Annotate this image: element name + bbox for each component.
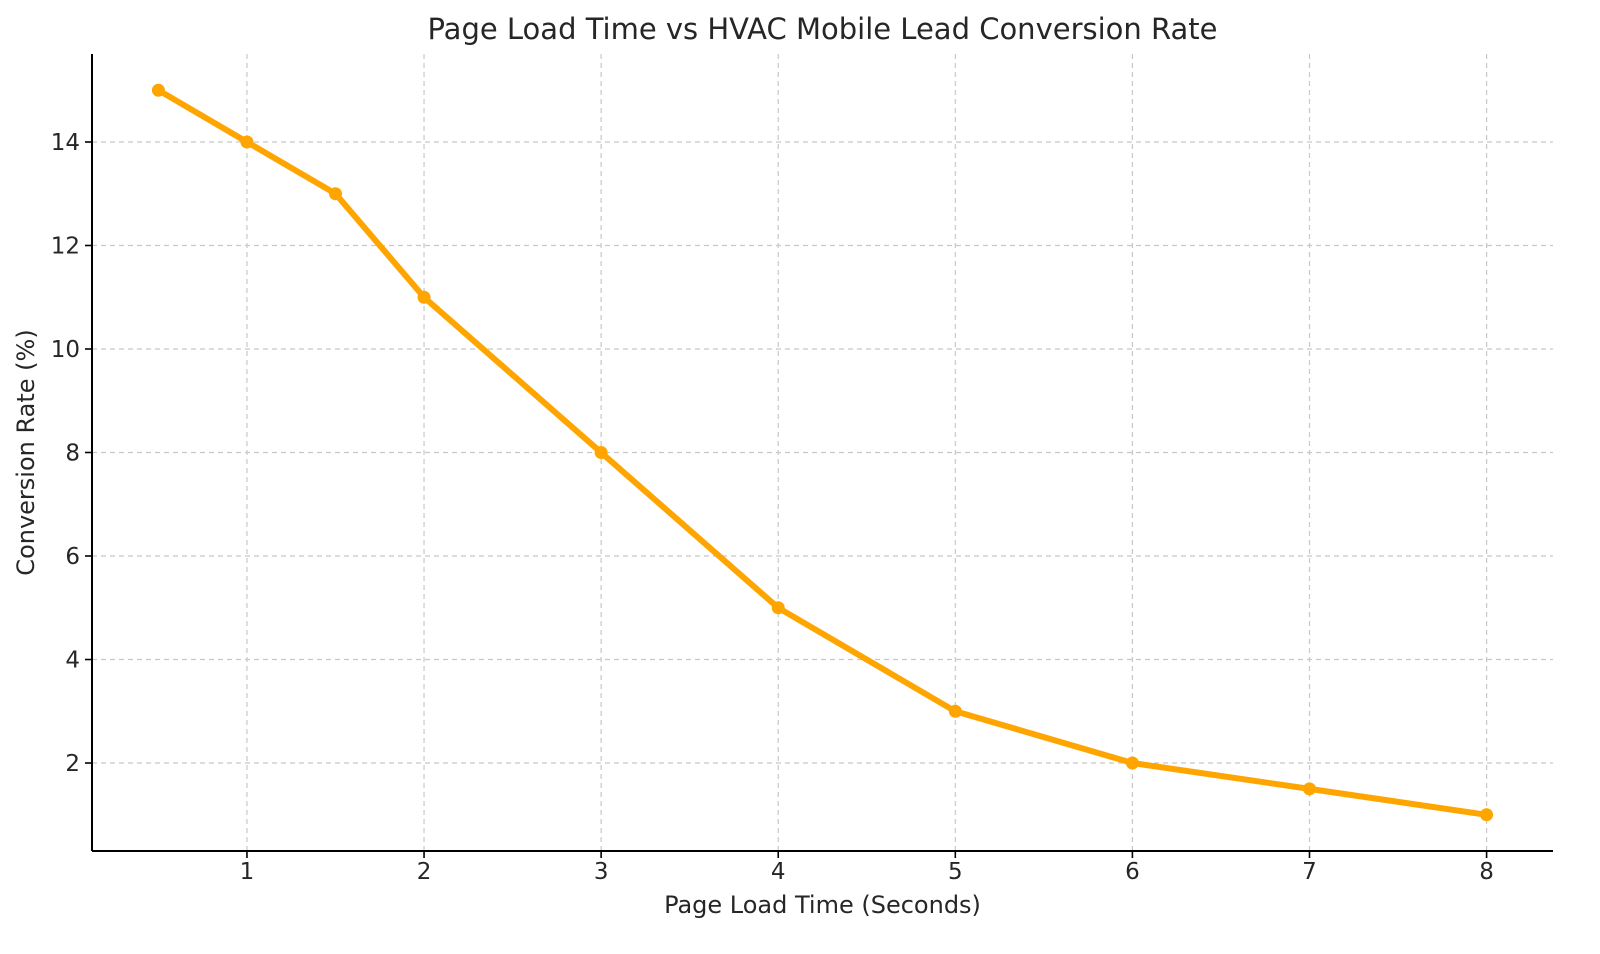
y-tick-label: 14 [51, 130, 80, 156]
data-point [240, 135, 254, 149]
series-line [155, 87, 1490, 818]
x-tick-label: 5 [948, 859, 963, 885]
y-tick-label: 2 [65, 751, 80, 777]
x-axis-label: Page Load Time (Seconds) [664, 891, 981, 919]
x-tick-label: 2 [417, 859, 432, 885]
x-tick-label: 8 [1479, 859, 1494, 885]
grid [92, 54, 1553, 851]
data-point [1125, 756, 1139, 770]
x-tick-label: 4 [771, 859, 786, 885]
chart-title: Page Load Time vs HVAC Mobile Lead Conve… [427, 12, 1217, 46]
y-tick-label: 4 [65, 648, 80, 674]
series [151, 83, 1494, 822]
y-tick-label: 6 [65, 544, 80, 570]
x-tick-label: 3 [594, 859, 609, 885]
x-tick-label: 6 [1125, 859, 1140, 885]
x-tick-label: 1 [240, 859, 255, 885]
x-tick-label: 7 [1302, 859, 1317, 885]
data-point [771, 601, 785, 615]
data-point [1480, 808, 1494, 822]
data-point [151, 83, 165, 97]
y-tick-label: 10 [51, 337, 80, 363]
data-point [1303, 782, 1316, 796]
data-point [948, 704, 962, 718]
y-axis-label: Conversion Rate (%) [12, 329, 40, 575]
y-tick-label: 8 [65, 441, 80, 467]
data-point [594, 446, 608, 459]
data-point [329, 187, 342, 201]
data-point [417, 290, 431, 304]
y-tick-label: 12 [51, 233, 80, 259]
